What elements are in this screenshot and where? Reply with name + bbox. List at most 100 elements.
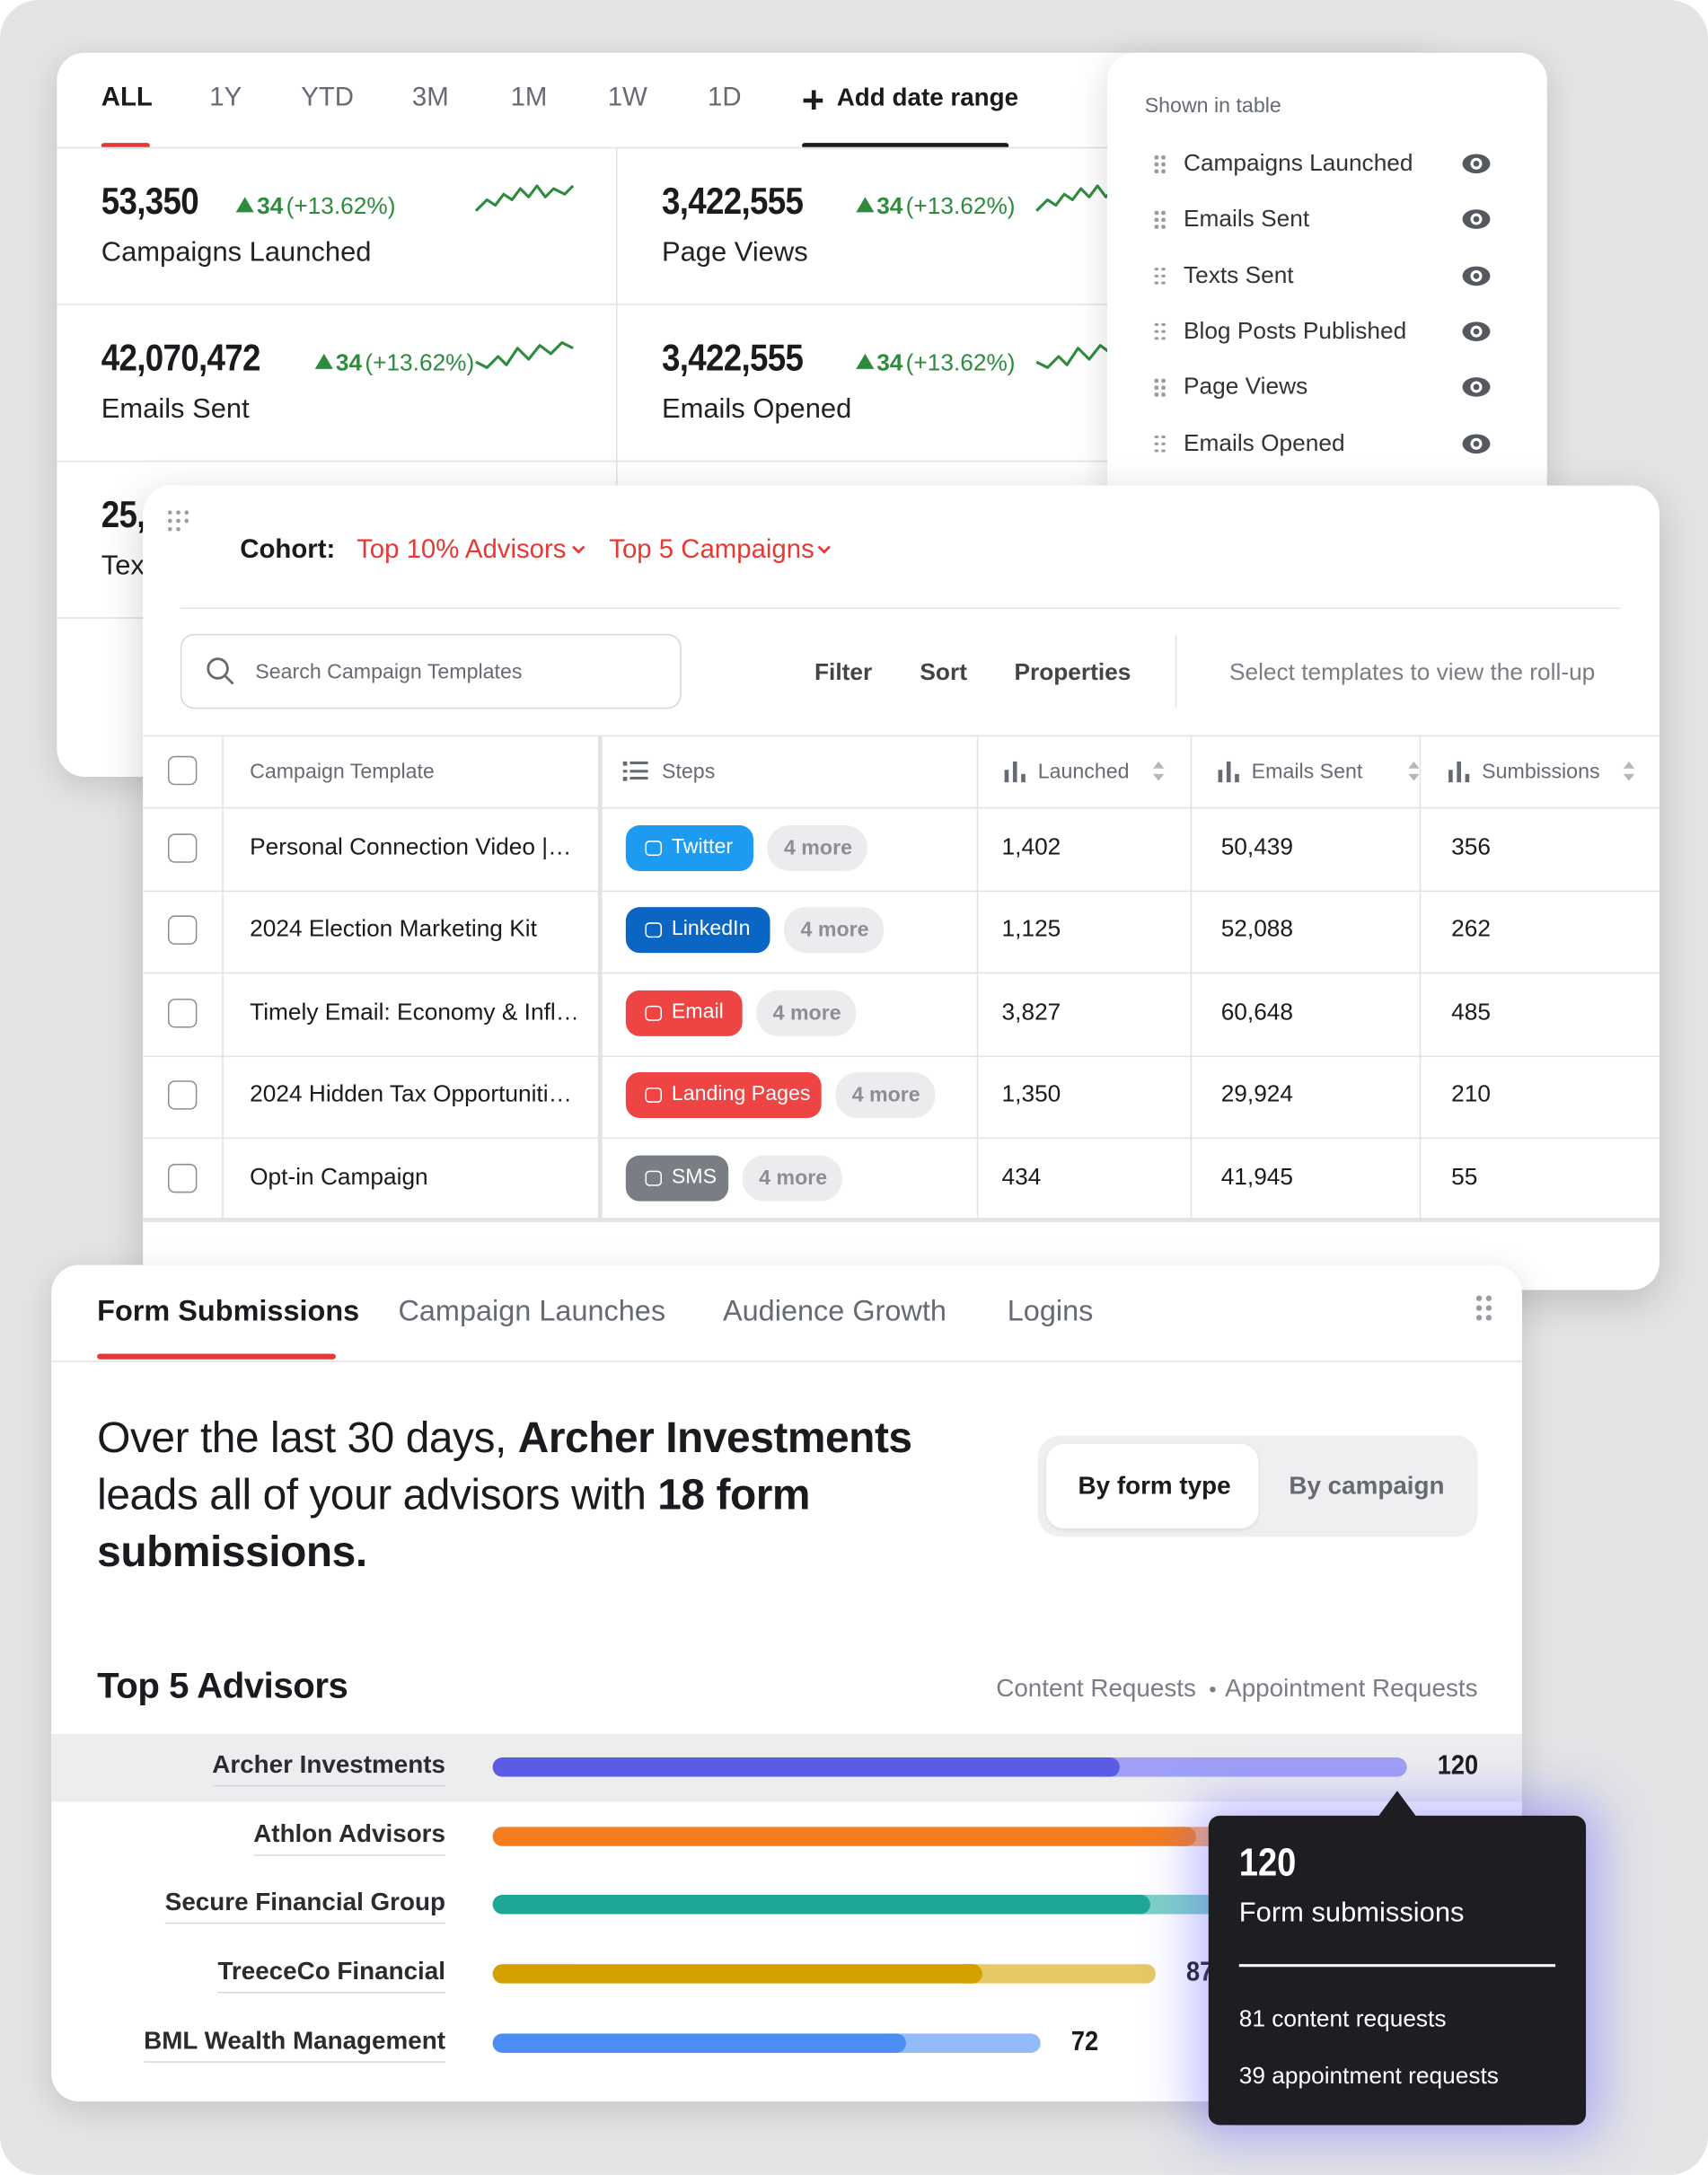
date-tab[interactable]: 1M xyxy=(510,83,548,113)
column-header[interactable]: Sumbissions xyxy=(1482,760,1600,784)
more-text[interactable]: 4 more xyxy=(800,918,869,943)
grip-dot xyxy=(1154,217,1158,222)
grip-dot xyxy=(1161,322,1166,327)
advisor-name[interactable]: Secure Financial Group xyxy=(164,1889,445,1924)
template-name[interactable]: 2024 Hidden Tax Opportuniti… xyxy=(250,1080,572,1107)
advisor-name[interactable]: BML Wealth Management xyxy=(144,2026,445,2063)
grip-dot xyxy=(1154,435,1158,439)
checkbox[interactable] xyxy=(167,755,198,786)
summary-part: leads all of your advisors with xyxy=(97,1470,658,1519)
column-header[interactable]: Launched xyxy=(1037,760,1130,784)
date-tab[interactable]: 1W xyxy=(607,83,647,113)
column-name[interactable]: Campaigns Launched xyxy=(1183,149,1413,177)
date-tab[interactable]: 3M xyxy=(411,83,449,113)
menu-dot xyxy=(1475,1305,1482,1310)
date-tab[interactable]: 1D xyxy=(708,83,742,113)
chart-tab[interactable]: Campaign Launches xyxy=(398,1295,666,1328)
checkbox[interactable] xyxy=(167,915,198,946)
grip-dot xyxy=(1161,225,1166,229)
column-name[interactable]: Page Views xyxy=(1183,373,1308,401)
more-text[interactable]: 4 more xyxy=(772,1000,841,1026)
grip-dot xyxy=(1161,441,1166,445)
search-placeholder[interactable]: Search Campaign Templates xyxy=(255,660,523,684)
menu-dot xyxy=(1485,1295,1492,1301)
template-name[interactable]: Opt-in Campaign xyxy=(250,1163,428,1190)
legend-item[interactable]: Content Requests xyxy=(996,1674,1196,1703)
toolbar-action[interactable]: Filter xyxy=(814,658,873,686)
col-line xyxy=(1190,735,1193,1221)
metric-change: 34 xyxy=(876,349,903,376)
step-name: Landing Pages xyxy=(671,1082,811,1106)
add-date-range[interactable]: Add date range xyxy=(836,83,1019,111)
menu-dot xyxy=(1485,1305,1492,1310)
polygon-shape xyxy=(1408,773,1420,781)
chart-tab[interactable]: Form Submissions xyxy=(97,1295,360,1328)
checkbox[interactable] xyxy=(167,1080,198,1111)
tab-underline xyxy=(97,1353,336,1360)
advisor-name[interactable]: TreeceCo Financial xyxy=(217,1958,445,1994)
grip-dot xyxy=(1161,280,1166,285)
column-name[interactable]: Emails Opened xyxy=(1183,429,1345,456)
grip-dot xyxy=(1161,274,1166,278)
row-line xyxy=(143,1137,1660,1140)
cell-number: 52,088 xyxy=(1220,915,1294,943)
grip-dot xyxy=(1161,330,1166,334)
grip-dot xyxy=(1161,378,1166,383)
metric-cell-border xyxy=(617,304,1445,305)
cohort-filter[interactable]: Top 10% Advisors xyxy=(357,535,567,565)
bar-track xyxy=(492,1964,1156,1984)
circle-shape xyxy=(1473,440,1480,446)
checkbox[interactable] xyxy=(167,998,198,1028)
bar-icon xyxy=(1012,761,1017,783)
grip-dot xyxy=(1154,385,1158,390)
template-name[interactable]: 2024 Election Marketing Kit xyxy=(250,915,537,943)
metric-label: Tex xyxy=(101,550,145,582)
chart-tab[interactable]: Audience Growth xyxy=(722,1295,946,1328)
toolbar-action[interactable]: Properties xyxy=(1014,658,1131,686)
more-text[interactable]: 4 more xyxy=(783,836,853,860)
grip-dot xyxy=(1154,337,1158,341)
column-name[interactable]: Blog Posts Published xyxy=(1183,317,1407,344)
metric-value: 3,422,555 xyxy=(662,180,804,223)
grip-dot xyxy=(1154,322,1158,327)
list-icon-dot xyxy=(622,769,627,773)
list-icon-line xyxy=(629,769,648,772)
eye-icon xyxy=(1462,154,1491,174)
advisor-name[interactable]: Athlon Advisors xyxy=(253,1819,445,1856)
step-name: LinkedIn xyxy=(671,917,751,941)
more-text[interactable]: 4 more xyxy=(759,1166,828,1190)
more-text[interactable]: 4 more xyxy=(851,1083,920,1107)
summary-part: Archer Investments xyxy=(517,1413,912,1463)
sparkline xyxy=(475,340,574,369)
divider xyxy=(57,146,1445,149)
cohort-filter[interactable]: Top 5 Campaigns xyxy=(609,535,814,565)
toolbar-action[interactable]: Sort xyxy=(920,658,967,686)
circle-shape xyxy=(1473,160,1480,167)
line-shape xyxy=(224,674,234,685)
polygon-shape xyxy=(314,353,333,369)
checkbox[interactable] xyxy=(167,1163,198,1193)
template-name[interactable]: Personal Connection Video |… xyxy=(250,832,572,860)
date-tab[interactable]: 1Y xyxy=(209,83,242,113)
column-header[interactable]: Emails Sent xyxy=(1251,760,1363,784)
chart-tab[interactable]: Logins xyxy=(1007,1295,1094,1328)
drag-dot xyxy=(176,518,180,524)
eye-icon xyxy=(1462,209,1491,230)
column-name[interactable]: Emails Sent xyxy=(1183,206,1310,233)
bar-segment-cap xyxy=(1175,1826,1196,1846)
toggle-option[interactable]: By form type xyxy=(1078,1471,1231,1500)
template-name[interactable]: Timely Email: Economy & Infl… xyxy=(250,998,577,1026)
toggle-option[interactable]: By campaign xyxy=(1289,1471,1445,1500)
date-tab[interactable]: YTD xyxy=(301,83,355,113)
list-icon-dot xyxy=(622,761,627,765)
column-name[interactable]: Texts Sent xyxy=(1183,261,1294,288)
bar-icon xyxy=(1465,773,1469,783)
metric-percent: (+13.62%) xyxy=(365,349,475,376)
date-tab[interactable]: ALL xyxy=(101,83,153,113)
checkbox[interactable] xyxy=(167,832,198,863)
search-box[interactable] xyxy=(180,633,682,709)
tooltip-line: 39 appointment requests xyxy=(1238,2062,1499,2090)
more-pill: 4 more xyxy=(835,1072,936,1119)
advisor-name[interactable]: Archer Investments xyxy=(212,1750,445,1787)
legend-item[interactable]: Appointment Requests xyxy=(1225,1674,1478,1703)
